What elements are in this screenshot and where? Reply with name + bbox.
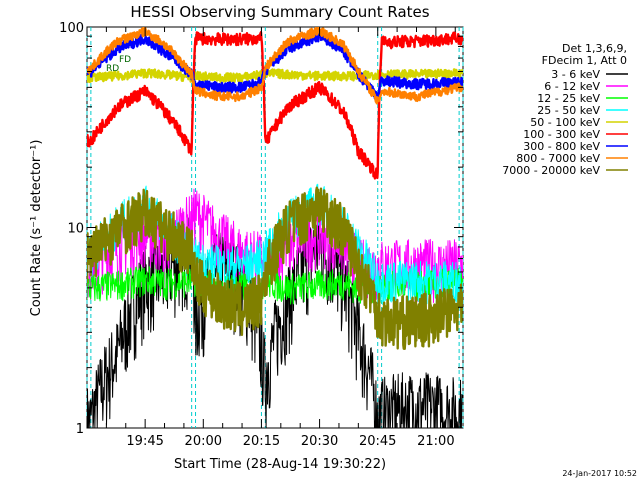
series-line — [87, 186, 463, 350]
legend-entry: 100 - 300 keV — [523, 128, 600, 141]
series-line — [87, 210, 463, 428]
legend-entry: 6 - 12 keV — [544, 80, 600, 93]
legend-header-line-2: FDecim 1, Att 0 — [542, 54, 627, 67]
footer-date: 24-Jan-2017 10:52 — [562, 469, 637, 478]
legend-entry: 800 - 7000 keV — [516, 152, 600, 165]
y-tick-label: 10 — [67, 222, 84, 237]
series-line — [87, 32, 463, 101]
x-tick-label: 21:00 — [417, 434, 454, 449]
legend-entry: 50 - 100 keV — [530, 116, 600, 129]
x-axis-label: Start Time (28-Aug-14 19:30:22) — [174, 457, 386, 472]
fd-annotation: FD — [119, 55, 131, 65]
rd-annotation: RD — [106, 64, 119, 74]
y-axis: 1 10 100 — [59, 21, 463, 437]
y-tick-label: 1 — [76, 422, 84, 437]
chart-title: HESSI Observing Summary Count Rates — [130, 3, 429, 21]
legend-entry: 25 - 50 keV — [537, 104, 600, 117]
legend-header-line-1: Det 1,3,6,9, — [562, 42, 627, 55]
y-axis-label: Count Rate (s⁻¹ detector⁻¹) — [29, 140, 44, 317]
x-tick-label: 20:30 — [301, 434, 338, 449]
x-tick-label: 19:45 — [126, 434, 163, 449]
x-tick-label: 20:45 — [359, 434, 396, 449]
legend-entry: 12 - 25 keV — [537, 92, 600, 105]
series-line — [87, 27, 463, 105]
x-tick-label: 20:15 — [243, 434, 280, 449]
legend-entry: 7000 - 20000 keV — [502, 164, 600, 177]
series-layer — [87, 27, 463, 428]
y-tick-label: 100 — [59, 21, 84, 36]
legend: Det 1,3,6,9, FDecim 1, Att 0 3 - 6 keV6 … — [502, 42, 628, 177]
x-axis: 19:45 20:00 20:15 20:30 20:45 21:00 — [86, 27, 456, 449]
x-tick-label: 20:00 — [185, 434, 222, 449]
series-line — [87, 31, 463, 180]
legend-entry: 300 - 800 keV — [523, 140, 600, 153]
series-line — [87, 68, 463, 84]
legend-entry: 3 - 6 keV — [551, 68, 600, 81]
